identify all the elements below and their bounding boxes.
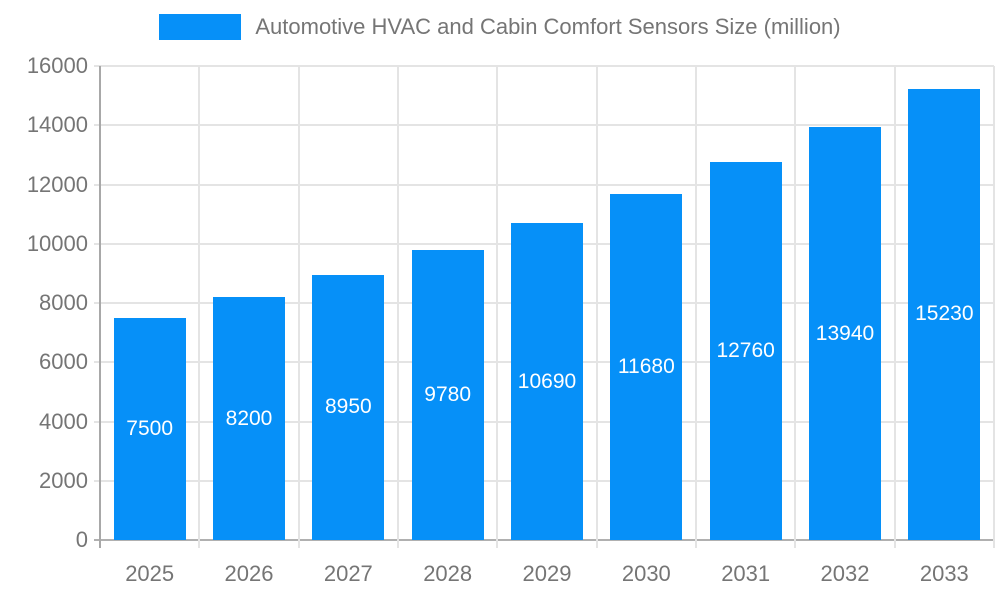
legend-swatch-icon xyxy=(159,14,242,40)
bar[interactable]: 10690 xyxy=(511,223,583,540)
bar[interactable]: 11680 xyxy=(610,193,683,540)
y-tick-label: 16000 xyxy=(26,53,88,78)
y-tick-label: 4000 xyxy=(39,408,88,434)
x-baseline xyxy=(94,539,994,541)
legend-label: Automotive HVAC and Cabin Comfort Sensor… xyxy=(255,14,841,39)
bar-value-label: 10690 xyxy=(517,369,577,393)
bar-value-label: 7500 xyxy=(126,416,174,440)
y-tick-label: 2000 xyxy=(39,467,88,493)
y-tick-label: 0 xyxy=(75,527,88,552)
x-axis-labels: 2025 2026 2027 2028 2029 2030 2031 2032 2033 xyxy=(100,561,994,591)
plot-area: 7500 8200 8950 9780 10690 11680 12760 13940 1523… xyxy=(94,65,995,548)
bar[interactable]: 7500 xyxy=(113,317,186,540)
bar-value-label: 12760 xyxy=(716,339,775,362)
v-gridline xyxy=(893,66,896,548)
h-gridline xyxy=(94,183,994,186)
x-tick-label: 2026 xyxy=(224,561,274,586)
bar-value-label: 11680 xyxy=(617,354,675,378)
bar[interactable]: 8200 xyxy=(213,297,285,540)
y-tick-label: 8000 xyxy=(39,290,88,315)
y-tick-label: 12000 xyxy=(26,171,88,197)
bar[interactable]: 12760 xyxy=(709,162,782,540)
y-tick-label: 14000 xyxy=(26,112,88,138)
v-gridline xyxy=(993,66,995,548)
bar[interactable]: 15230 xyxy=(908,88,981,540)
bar-value-label: 13940 xyxy=(815,321,875,345)
x-tick-label: 2032 xyxy=(820,561,870,586)
x-tick-label: 2031 xyxy=(721,561,771,586)
bar[interactable]: 9780 xyxy=(411,250,484,540)
y-axis-line xyxy=(99,66,101,548)
v-gridline xyxy=(595,66,598,548)
v-gridline xyxy=(397,66,399,548)
v-gridline xyxy=(695,66,697,548)
v-gridline xyxy=(198,66,201,548)
v-gridline xyxy=(496,66,499,548)
bar[interactable]: 13940 xyxy=(809,127,881,540)
x-tick-label: 2029 xyxy=(522,561,572,586)
bar-value-label: 15230 xyxy=(915,302,974,326)
y-tick-label: 6000 xyxy=(39,349,88,375)
bar-value-label: 8200 xyxy=(225,406,273,430)
x-tick-label: 2030 xyxy=(621,561,671,586)
h-gridline xyxy=(94,65,994,67)
x-tick-label: 2027 xyxy=(323,561,373,586)
h-gridline xyxy=(94,124,994,127)
legend[interactable]: Automotive HVAC and Cabin Comfort Sensor… xyxy=(0,14,1000,40)
v-gridline xyxy=(297,66,300,548)
x-tick-label: 2025 xyxy=(125,561,175,586)
bar-value-label: 8950 xyxy=(324,395,372,419)
v-gridline xyxy=(794,66,797,548)
y-axis-labels: 0 2000 4000 6000 8000 10000 12000 14000 16000 xyxy=(0,53,88,552)
x-tick-label: 2028 xyxy=(423,561,473,586)
y-tick-label: 10000 xyxy=(26,230,88,256)
bar-value-label: 9780 xyxy=(424,383,472,407)
bar[interactable]: 8950 xyxy=(312,274,385,540)
x-tick-label: 2033 xyxy=(919,561,969,586)
